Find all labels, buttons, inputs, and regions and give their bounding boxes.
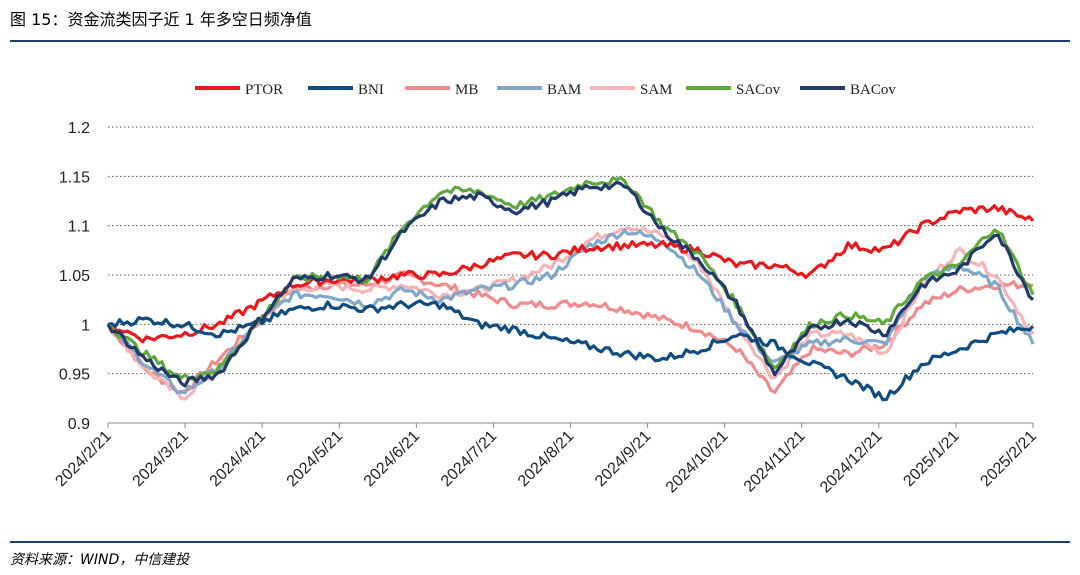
x-tick-label: 2024/3/21 [130, 428, 192, 490]
x-axis: 2024/2/21 2024/3/21 2024/4/21 2024/5/21 2024… [52, 422, 1040, 497]
y-tick-label: 1.15 [59, 169, 90, 186]
legend-label-bacov: BACov [850, 82, 896, 98]
series-line-sacov [106, 175, 1035, 381]
x-tick-label: 2024/5/21 [284, 428, 346, 490]
series-line-bni [107, 299, 1035, 402]
x-tick-label: 2024/11/21 [741, 428, 809, 496]
bottom-rule [10, 541, 1070, 543]
legend-label-sacov: SACov [736, 82, 781, 98]
figure-title: 图 15：资金流类因子近 1 年多空日频净值 [10, 10, 312, 29]
legend-label-sam: SAM [640, 82, 673, 98]
source-note: 资料来源：WIND，中信建投 [10, 552, 190, 568]
x-tick-label: 2024/12/21 [817, 428, 886, 497]
legend: PTOR BNI MB BAM SAM SACov BACov [195, 82, 896, 98]
series-line-bacov [106, 180, 1035, 388]
x-tick-label: 2024/6/21 [361, 428, 423, 490]
x-tick-label: 2024/2/21 [52, 428, 114, 490]
y-tick-label: 1.1 [68, 219, 90, 236]
y-tick-label: 0.95 [59, 367, 90, 384]
x-tick-label: 2025/2/21 [977, 428, 1039, 490]
y-axis-ticks: 0.9 0.95 1 1.05 1.1 1.15 1.2 [59, 120, 90, 433]
x-tick-label: 2025/1/21 [900, 428, 962, 490]
legend-label-ptor: PTOR [245, 82, 283, 98]
series-lines [106, 175, 1035, 402]
series-line-ptor [107, 204, 1035, 344]
x-tick-label: 2024/7/21 [438, 428, 500, 490]
y-tick-label: 1.2 [68, 120, 90, 137]
x-tick-label: 2024/8/21 [515, 428, 577, 490]
y-tick-label: 1.05 [59, 268, 90, 285]
y-tick-label: 1 [81, 317, 90, 334]
legend-label-bam: BAM [547, 82, 581, 98]
x-tick-label: 2024/9/21 [592, 428, 654, 490]
x-tick-label: 2024/4/21 [207, 428, 269, 490]
line-chart: PTOR BNI MB BAM SAM SACov BACov 0.9 0.95 1 1.05 1.… [52, 82, 1040, 497]
y-tick-label: 0.9 [68, 416, 90, 433]
legend-label-mb: MB [455, 82, 478, 98]
top-rule [10, 40, 1070, 42]
legend-label-bni: BNI [358, 82, 384, 98]
x-tick-label: 2024/10/21 [663, 428, 732, 497]
